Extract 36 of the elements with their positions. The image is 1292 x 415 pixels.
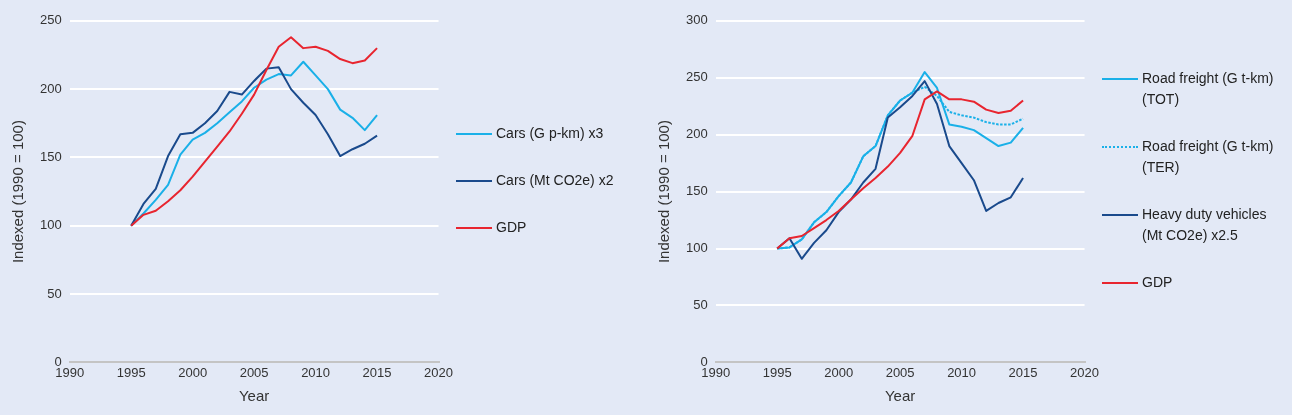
legend-label: Road freight (G t-km) (TER)	[1142, 136, 1275, 177]
legend-label: Road freight (G t-km) (TOT)	[1142, 68, 1275, 109]
x-tick-label: 1995	[116, 364, 146, 380]
y-tick-label: 100	[39, 217, 62, 233]
x-axis-title: Year	[884, 387, 916, 405]
y-tick-label: 0	[54, 353, 62, 369]
x-tick-label: 2000	[824, 364, 854, 380]
x-tick-label: 2005	[239, 364, 269, 380]
x-tick-label: 2010	[301, 364, 331, 380]
y-axis-title: Indexed (1990 = 100)	[655, 120, 673, 264]
y-tick-label: 150	[685, 183, 708, 199]
y-tick-label: 100	[685, 240, 708, 256]
legend-label: Heavy duty vehicles (Mt CO2e) x2.5	[1142, 204, 1268, 245]
y-tick-label: 200	[685, 126, 708, 142]
y-tick-label: 150	[39, 149, 62, 165]
y-tick-label: 50	[693, 297, 708, 313]
x-tick-label: 2020	[424, 364, 453, 380]
legend-label: Cars (G p-km) x3	[496, 123, 605, 143]
y-tick-label: 250	[39, 12, 62, 28]
legend-label: GDP	[1142, 272, 1174, 292]
y-tick-label: 0	[700, 353, 708, 369]
x-tick-label: 2005	[885, 364, 915, 380]
x-tick-label: 2015	[362, 364, 392, 380]
x-tick-label: 2020	[1070, 364, 1099, 380]
legend-label: Cars (Mt CO2e) x2	[496, 170, 615, 190]
y-tick-label: 300	[685, 12, 708, 28]
x-tick-label: 2015	[1008, 364, 1038, 380]
y-axis-title: Indexed (1990 = 100)	[9, 120, 27, 264]
y-tick-label: 250	[685, 69, 708, 85]
x-axis-title: Year	[238, 387, 270, 405]
y-tick-label: 200	[39, 80, 62, 96]
y-tick-label: 50	[47, 285, 62, 301]
x-tick-label: 2010	[947, 364, 977, 380]
legend-label: GDP	[496, 217, 528, 237]
x-tick-label: 2000	[178, 364, 208, 380]
x-tick-label: 1995	[762, 364, 792, 380]
